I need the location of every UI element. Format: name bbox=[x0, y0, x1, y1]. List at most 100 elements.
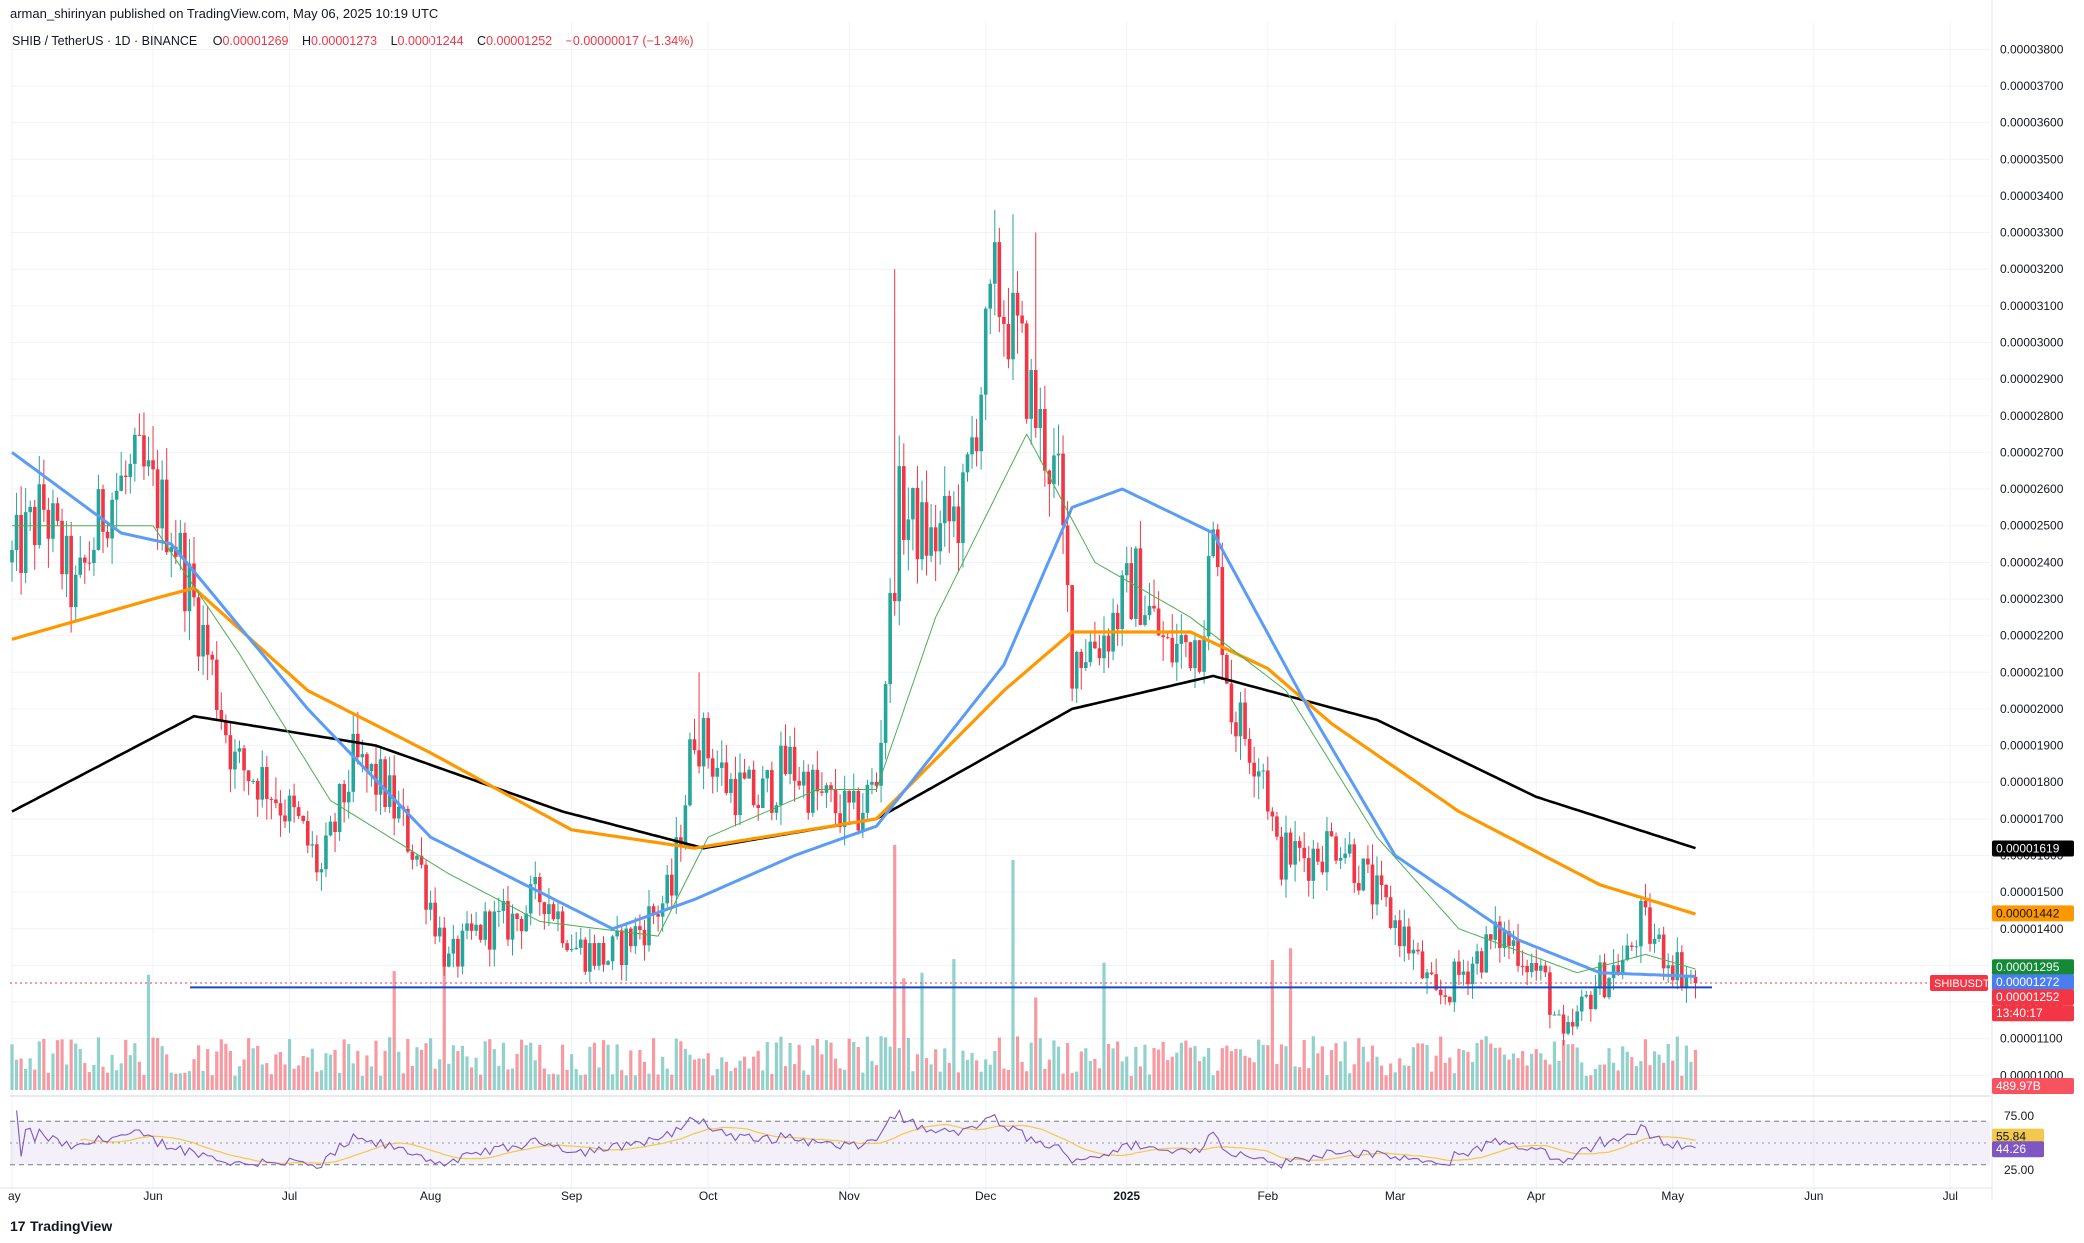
price-tick-label: 0.00001400 bbox=[2000, 922, 2064, 936]
candle-body bbox=[1438, 989, 1443, 996]
volume-bar bbox=[247, 1038, 251, 1090]
candle-body bbox=[1234, 722, 1238, 737]
volume-bar bbox=[592, 1042, 596, 1090]
volume-bar bbox=[1630, 1057, 1634, 1090]
candle-body bbox=[324, 835, 328, 870]
volume-bar bbox=[1557, 1060, 1561, 1090]
candle-body bbox=[1461, 971, 1466, 975]
rsi-line bbox=[16, 1109, 1696, 1169]
ma-line-sma-20 bbox=[12, 433, 1696, 974]
tradingview-brand[interactable]: 17 TradingView bbox=[10, 1218, 112, 1234]
volume-bar bbox=[1352, 1064, 1356, 1090]
candle-body bbox=[774, 805, 779, 813]
candle-body bbox=[210, 654, 214, 660]
rsi-ma-line bbox=[80, 1123, 1696, 1165]
symbol-label[interactable]: SHIB / TetherUS · 1D · BINANCE bbox=[12, 34, 198, 48]
candle-body bbox=[310, 844, 315, 846]
candle-body bbox=[1279, 836, 1284, 880]
volume-bar bbox=[278, 1052, 283, 1090]
candle-body bbox=[1539, 965, 1543, 971]
volume-bar bbox=[1671, 1060, 1675, 1090]
candle-body bbox=[283, 815, 287, 822]
volume-bar bbox=[1070, 1073, 1074, 1090]
candle-body bbox=[542, 902, 547, 915]
volume-bar bbox=[251, 1048, 255, 1090]
candle-body bbox=[715, 767, 720, 777]
volume-bar bbox=[1489, 1043, 1493, 1090]
volume-bar bbox=[479, 1074, 483, 1090]
volume-bar bbox=[888, 1046, 892, 1090]
volume-bar bbox=[706, 1053, 710, 1090]
candle-body bbox=[1175, 643, 1179, 663]
volume-bar bbox=[115, 1070, 119, 1090]
volume-bar bbox=[1025, 1071, 1029, 1090]
candle-body bbox=[1343, 853, 1347, 859]
candle-body bbox=[770, 770, 774, 813]
volume-bar bbox=[28, 1058, 32, 1090]
volume-bar bbox=[1521, 1051, 1525, 1090]
volume-bar bbox=[383, 1050, 387, 1090]
volume-bar bbox=[1552, 1041, 1557, 1090]
candle-body bbox=[1684, 976, 1689, 988]
volume-tag-text: 489.97B bbox=[1996, 1079, 2041, 1093]
volume-bar bbox=[1152, 1047, 1156, 1090]
volume-bar bbox=[579, 1075, 583, 1090]
volume-bar bbox=[874, 1065, 879, 1090]
volume-bar bbox=[1225, 1045, 1229, 1090]
price-tick-label: 0.00003100 bbox=[2000, 299, 2064, 313]
candle-body bbox=[938, 523, 942, 552]
volume-bar bbox=[1443, 1062, 1447, 1090]
candle-body bbox=[1211, 529, 1215, 557]
volume-bar bbox=[33, 1069, 37, 1090]
candle-body bbox=[1493, 921, 1498, 940]
volume-bar bbox=[1516, 1058, 1520, 1090]
candle-body bbox=[1466, 971, 1470, 985]
price-tick-label: 0.00002600 bbox=[2000, 482, 2064, 496]
candle-body bbox=[1561, 1014, 1566, 1034]
volume-bar bbox=[843, 1069, 847, 1090]
candle-body bbox=[806, 771, 811, 813]
price-tick-label: 0.00002700 bbox=[2000, 445, 2064, 459]
candle-body bbox=[164, 479, 169, 553]
candle-body bbox=[69, 535, 73, 608]
volume-bar bbox=[1320, 1046, 1324, 1090]
candle-body bbox=[1038, 408, 1043, 428]
volume-bar bbox=[1102, 962, 1106, 1090]
rsi-pane bbox=[10, 1095, 1990, 1169]
volume-bar bbox=[661, 1056, 665, 1090]
volume-bar bbox=[893, 845, 897, 1090]
volume-bar bbox=[210, 1075, 214, 1090]
volume-bar bbox=[497, 1065, 501, 1090]
candle-body bbox=[255, 780, 260, 800]
candle-body bbox=[688, 739, 692, 806]
candle-body bbox=[396, 806, 401, 819]
candle-body bbox=[1529, 963, 1534, 973]
candle-body bbox=[1388, 897, 1393, 928]
price-tags: 0.00001619 0.00001442 0.000012950.00001272… bbox=[1930, 840, 2074, 1158]
volume-bar bbox=[1689, 1061, 1693, 1090]
volume-bar bbox=[929, 1064, 933, 1090]
price-tick-label: 0.00003500 bbox=[2000, 152, 2064, 166]
candle-body bbox=[1293, 841, 1297, 865]
candle-body bbox=[965, 454, 970, 473]
candle-body bbox=[1370, 864, 1375, 905]
volume-bar bbox=[1129, 1075, 1133, 1090]
candle-body bbox=[669, 874, 674, 896]
volume-bar bbox=[1302, 1039, 1306, 1090]
candle-body bbox=[565, 943, 569, 951]
volume-bar bbox=[1034, 997, 1038, 1090]
volume-bar bbox=[415, 1047, 419, 1090]
volume-bar bbox=[1029, 1042, 1033, 1090]
candle-body bbox=[237, 748, 242, 752]
price-tick-label: 0.00003600 bbox=[2000, 116, 2064, 130]
volume-bar bbox=[938, 1071, 942, 1090]
candle-body bbox=[274, 799, 278, 804]
volume-bar bbox=[1693, 1049, 1698, 1090]
candle-body bbox=[1261, 770, 1266, 772]
change-value: −0.00000017 (−1.34%) bbox=[565, 34, 694, 48]
price-tick-label: 0.00001100 bbox=[2000, 1032, 2063, 1046]
candle-body bbox=[1024, 323, 1029, 419]
volume-bar bbox=[783, 1066, 788, 1090]
candle-body bbox=[365, 754, 369, 772]
